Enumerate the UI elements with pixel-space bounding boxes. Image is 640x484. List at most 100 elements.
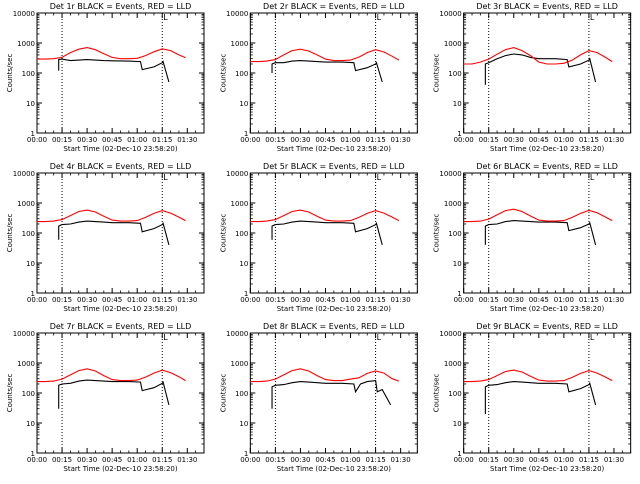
y-tick-label: 10000: [226, 10, 248, 18]
y-tick-label: 100: [22, 390, 35, 398]
y-tick-label: 10000: [226, 170, 248, 178]
x-tick-label: 00:30: [290, 456, 310, 464]
x-tick-label: 00:30: [504, 136, 524, 144]
x-tick-label: 00:00: [454, 136, 474, 144]
x-tick-label: 00:30: [290, 136, 310, 144]
chart-panel-1: Det 1r BLACK = Events, RED = LLD 1 10 100 10…: [6, 2, 205, 153]
x-tick-label: 00:45: [315, 456, 335, 464]
chart-panel-7: Det 7r BLACK = Events, RED = LLD 1 10 100 10…: [6, 322, 205, 473]
x-tick-label: 00:00: [454, 456, 474, 464]
chart-panel-5: Det 5r BLACK = Events, RED = LLD 1 10 100 10…: [219, 162, 418, 313]
marker-label: L: [163, 173, 168, 182]
y-tick-label: 10000: [439, 170, 461, 178]
marker-label: L: [590, 13, 595, 22]
x-tick-label: 01:15: [152, 136, 172, 144]
events-series-line: [271, 60, 383, 83]
x-tick-label: 00:15: [479, 456, 499, 464]
chart-title: Det 2r BLACK = Events, RED = LLD: [263, 2, 405, 11]
x-axis-label: Start Time (02-Dec-10 23:58:20): [63, 465, 177, 473]
x-tick-label: 00:00: [27, 456, 47, 464]
lld-series-line: [463, 208, 613, 223]
x-axis-label: Start Time (02-Dec-10 23:58:20): [490, 305, 604, 313]
marker-label: L: [590, 333, 595, 342]
x-tick-label: 00:00: [240, 456, 260, 464]
y-tick-label: 1000: [231, 40, 249, 48]
chart-panel-6: Det 6r BLACK = Events, RED = LLD 1 10 100 10…: [433, 162, 632, 313]
lld-series-line: [37, 47, 186, 60]
events-series-line: [58, 58, 170, 83]
y-tick-label: 1: [31, 130, 35, 138]
events-series-line: [271, 220, 383, 246]
y-axis-label: Counts/sec: [433, 214, 441, 253]
y-tick-label: 10000: [226, 330, 248, 338]
y-tick-label: 10000: [439, 330, 461, 338]
y-tick-label: 1000: [17, 360, 35, 368]
chart-title: Det 1r BLACK = Events, RED = LLD: [50, 2, 192, 11]
y-tick-label: 100: [22, 70, 35, 78]
x-tick-label: 01:30: [177, 136, 197, 144]
x-tick-label: 01:00: [127, 136, 147, 144]
y-tick-label: 10: [26, 420, 35, 428]
y-tick-label: 10000: [439, 10, 461, 18]
y-axis-label: Counts/sec: [433, 54, 441, 93]
y-tick-label: 1000: [444, 360, 462, 368]
marker-label: L: [590, 173, 595, 182]
x-tick-label: 00:45: [315, 136, 335, 144]
y-tick-label: 100: [235, 70, 248, 78]
y-axis-label: Counts/sec: [219, 54, 227, 93]
x-axis-label: Start Time (02-Dec-10 23:58:20): [277, 305, 391, 313]
x-tick-label: 01:15: [365, 456, 385, 464]
y-tick-label: 1: [457, 130, 461, 138]
x-tick-label: 01:15: [152, 456, 172, 464]
x-tick-label: 01:15: [365, 136, 385, 144]
x-tick-label: 01:00: [127, 296, 147, 304]
x-tick-label: 00:00: [27, 136, 47, 144]
chart-title: Det 5r BLACK = Events, RED = LLD: [263, 162, 405, 171]
y-tick-label: 1000: [231, 360, 249, 368]
y-axis-label: Counts/sec: [6, 54, 14, 93]
lld-series-line: [37, 368, 186, 383]
y-tick-label: 1: [457, 290, 461, 298]
x-axis-label: Start Time (02-Dec-10 23:58:20): [277, 145, 391, 153]
y-tick-label: 1000: [444, 40, 462, 48]
lld-series-line: [250, 48, 400, 63]
x-tick-label: 00:30: [77, 136, 97, 144]
chart-panel-4: Det 4r BLACK = Events, RED = LLD 1 10 100 10…: [6, 162, 205, 313]
lld-series-line: [463, 47, 613, 65]
chart-title: Det 6r BLACK = Events, RED = LLD: [476, 162, 618, 171]
marker-label: L: [377, 173, 382, 182]
y-tick-label: 10000: [13, 330, 35, 338]
x-axis-label: Start Time (02-Dec-10 23:58:20): [63, 145, 177, 153]
x-tick-label: 01:30: [604, 136, 624, 144]
x-tick-label: 01:15: [579, 456, 599, 464]
marker-label: L: [163, 13, 168, 22]
x-tick-label: 00:30: [290, 296, 310, 304]
x-tick-label: 01:00: [340, 456, 360, 464]
x-tick-label: 01:30: [391, 456, 411, 464]
events-series-line: [58, 379, 170, 409]
x-tick-label: 01:00: [340, 136, 360, 144]
y-tick-label: 10000: [13, 170, 35, 178]
y-tick-label: 1000: [17, 40, 35, 48]
x-tick-label: 01:30: [177, 456, 197, 464]
y-tick-label: 100: [235, 390, 248, 398]
chart-panel-8: Det 8r BLACK = Events, RED = LLD 1 10 100 10…: [219, 322, 418, 473]
x-tick-label: 00:15: [265, 136, 285, 144]
lld-series-line: [250, 368, 400, 383]
x-tick-label: 00:45: [529, 296, 549, 304]
x-tick-label: 00:30: [504, 296, 524, 304]
x-tick-label: 01:30: [177, 296, 197, 304]
x-tick-label: 01:30: [604, 456, 624, 464]
x-tick-label: 01:15: [579, 136, 599, 144]
x-tick-label: 01:00: [340, 296, 360, 304]
x-tick-label: 00:15: [52, 296, 72, 304]
y-axis-label: Counts/sec: [219, 214, 227, 253]
x-tick-label: 01:15: [579, 296, 599, 304]
x-tick-label: 01:00: [127, 456, 147, 464]
chart-title: Det 9r BLACK = Events, RED = LLD: [476, 322, 618, 331]
y-tick-label: 1: [31, 290, 35, 298]
y-axis-label: Counts/sec: [433, 374, 441, 413]
x-tick-label: 00:45: [529, 456, 549, 464]
